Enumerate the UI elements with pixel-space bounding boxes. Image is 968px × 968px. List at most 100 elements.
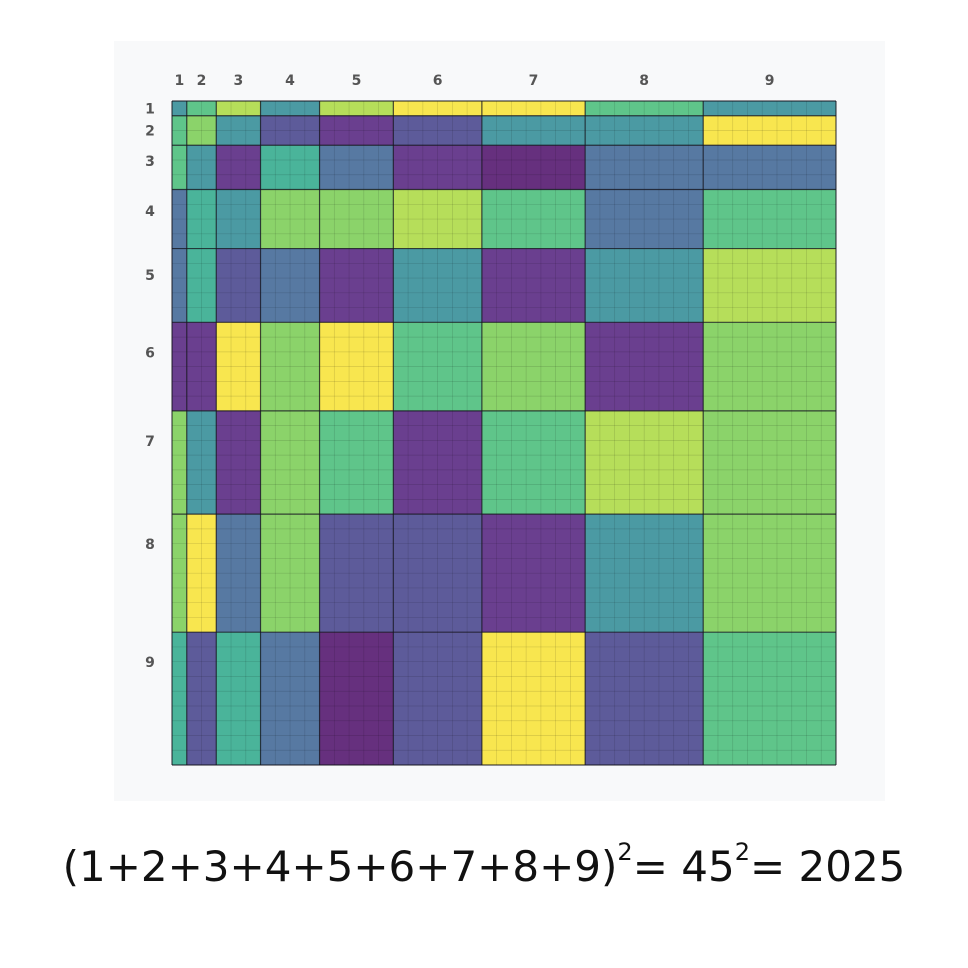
equation-middle: = 45 bbox=[632, 842, 735, 891]
block-r9-c9 bbox=[703, 632, 836, 765]
block-r5-c1 bbox=[172, 248, 187, 323]
block-r3-c4 bbox=[260, 145, 320, 190]
block-r6-c4 bbox=[260, 322, 320, 411]
block-r9-c2 bbox=[186, 632, 217, 765]
block-r8-c4 bbox=[260, 514, 320, 633]
column-label-6: 6 bbox=[433, 73, 443, 89]
equation-base: (1+2+3+4+5+6+7+8+9) bbox=[62, 842, 618, 891]
block-r3-c1 bbox=[172, 145, 187, 190]
block-r2-c7 bbox=[481, 115, 586, 146]
column-label-7: 7 bbox=[529, 73, 539, 89]
block-r4-c5 bbox=[319, 189, 394, 249]
block-r2-c6 bbox=[393, 115, 482, 146]
block-r4-c3 bbox=[216, 189, 261, 249]
row-label-2: 2 bbox=[145, 124, 155, 140]
block-r2-c4 bbox=[260, 115, 320, 146]
block-r9-c5 bbox=[319, 632, 394, 765]
block-r2-c3 bbox=[216, 115, 261, 146]
block-r8-c7 bbox=[481, 514, 586, 633]
block-r6-c6 bbox=[393, 322, 482, 411]
block-r4-c4 bbox=[260, 189, 320, 249]
block-r1-c2 bbox=[186, 101, 217, 116]
block-r7-c4 bbox=[260, 410, 320, 515]
block-r1-c8 bbox=[585, 101, 704, 116]
block-r5-c2 bbox=[186, 248, 217, 323]
block-r4-c2 bbox=[186, 189, 217, 249]
block-r8-c2 bbox=[186, 514, 217, 633]
row-label-1: 1 bbox=[145, 101, 155, 117]
block-r8-c8 bbox=[585, 514, 704, 633]
column-label-8: 8 bbox=[639, 73, 649, 89]
block-r2-c5 bbox=[319, 115, 394, 146]
equation-exponent-1: 2 bbox=[617, 838, 633, 866]
block-r7-c5 bbox=[319, 410, 394, 515]
column-label-5: 5 bbox=[352, 73, 362, 89]
block-r8-c1 bbox=[172, 514, 187, 633]
row-label-8: 8 bbox=[145, 537, 155, 553]
block-r3-c5 bbox=[319, 145, 394, 190]
block-r5-c7 bbox=[481, 248, 586, 323]
block-r4-c8 bbox=[585, 189, 704, 249]
block-r2-c2 bbox=[186, 115, 217, 146]
block-r7-c7 bbox=[481, 410, 586, 515]
block-r9-c6 bbox=[393, 632, 482, 765]
block-r2-c9 bbox=[703, 115, 836, 146]
block-r9-c1 bbox=[172, 632, 187, 765]
block-r5-c8 bbox=[585, 248, 704, 323]
block-r9-c7 bbox=[481, 632, 586, 765]
block-r5-c5 bbox=[319, 248, 394, 323]
column-label-3: 3 bbox=[234, 73, 244, 89]
block-r5-c9 bbox=[703, 248, 836, 323]
block-r1-c6 bbox=[393, 101, 482, 116]
block-r5-c4 bbox=[260, 248, 320, 323]
column-label-1: 1 bbox=[175, 73, 185, 89]
block-r7-c9 bbox=[703, 410, 836, 515]
column-label-2: 2 bbox=[197, 73, 207, 89]
block-r7-c1 bbox=[172, 410, 187, 515]
block-r5-c6 bbox=[393, 248, 482, 323]
block-r6-c8 bbox=[585, 322, 704, 411]
block-r4-c6 bbox=[393, 189, 482, 249]
block-r1-c1 bbox=[172, 101, 187, 116]
block-r5-c3 bbox=[216, 248, 261, 323]
block-r8-c5 bbox=[319, 514, 394, 633]
block-r6-c2 bbox=[186, 322, 217, 411]
block-r6-c5 bbox=[319, 322, 394, 411]
block-r8-c9 bbox=[703, 514, 836, 633]
block-r6-c3 bbox=[216, 322, 261, 411]
block-r7-c3 bbox=[216, 410, 261, 515]
block-r8-c3 bbox=[216, 514, 261, 633]
equation-exponent-2: 2 bbox=[734, 838, 750, 866]
row-label-7: 7 bbox=[145, 434, 155, 450]
block-r9-c8 bbox=[585, 632, 704, 765]
block-r2-c1 bbox=[172, 115, 187, 146]
block-r7-c6 bbox=[393, 410, 482, 515]
block-r1-c7 bbox=[481, 101, 586, 116]
sum-of-squares-equation: (1+2+3+4+5+6+7+8+9)2= 452= 2025 bbox=[0, 838, 968, 891]
block-r1-c9 bbox=[703, 101, 836, 116]
block-r1-c3 bbox=[216, 101, 261, 116]
row-label-5: 5 bbox=[145, 268, 155, 284]
column-label-9: 9 bbox=[765, 73, 775, 89]
block-r6-c7 bbox=[481, 322, 586, 411]
block-r4-c1 bbox=[172, 189, 187, 249]
column-label-4: 4 bbox=[285, 73, 295, 89]
block-r1-c5 bbox=[319, 101, 394, 116]
block-r3-c3 bbox=[216, 145, 261, 190]
block-r9-c3 bbox=[216, 632, 261, 765]
row-label-6: 6 bbox=[145, 345, 155, 361]
row-label-9: 9 bbox=[145, 655, 155, 671]
block-r3-c2 bbox=[186, 145, 217, 190]
block-r2-c8 bbox=[585, 115, 704, 146]
row-label-4: 4 bbox=[145, 204, 155, 220]
block-r6-c1 bbox=[172, 322, 187, 411]
block-r7-c2 bbox=[186, 410, 217, 515]
row-label-3: 3 bbox=[145, 154, 155, 170]
block-r1-c4 bbox=[260, 101, 320, 116]
block-r7-c8 bbox=[585, 410, 704, 515]
block-r3-c8 bbox=[585, 145, 704, 190]
block-r3-c6 bbox=[393, 145, 482, 190]
